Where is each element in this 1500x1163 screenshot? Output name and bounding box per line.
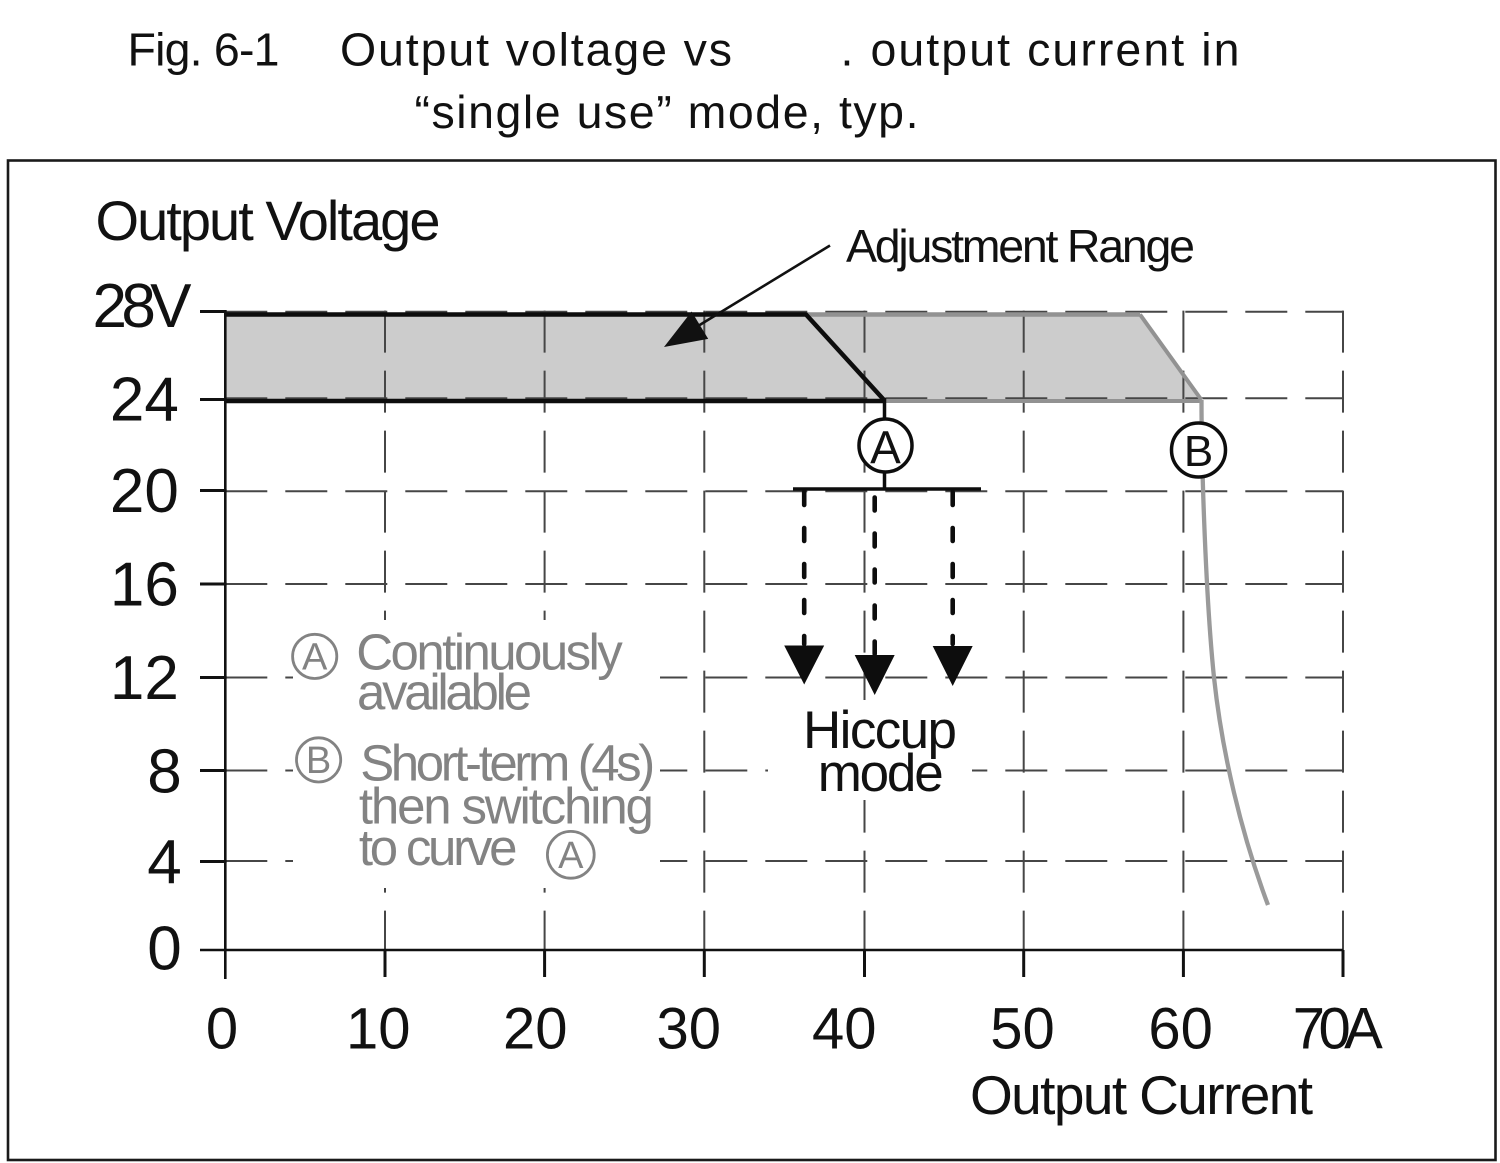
- svg-text:Output Voltage: Output Voltage: [96, 189, 441, 252]
- svg-text:Output voltage vs: Output voltage vs: [340, 24, 732, 76]
- svg-text:0: 0: [206, 997, 238, 1062]
- svg-text:mode: mode: [818, 744, 944, 803]
- svg-text:40: 40: [812, 997, 877, 1062]
- svg-text:Short-term (4s): Short-term (4s): [360, 735, 655, 792]
- svg-text:B: B: [306, 740, 331, 782]
- svg-text:B: B: [1184, 427, 1213, 476]
- svg-text:A: A: [302, 636, 328, 678]
- svg-text:8: 8: [147, 737, 181, 806]
- svg-text:24: 24: [110, 366, 179, 435]
- svg-text:20: 20: [503, 997, 568, 1062]
- svg-text:30: 30: [657, 997, 722, 1062]
- svg-text:60: 60: [1148, 997, 1213, 1062]
- svg-text:12: 12: [110, 644, 179, 713]
- svg-text:. output current in: . output current in: [841, 24, 1240, 76]
- svg-text:Hiccup: Hiccup: [803, 701, 957, 760]
- svg-text:to curve: to curve: [359, 819, 518, 876]
- svg-text:0: 0: [147, 915, 181, 984]
- svg-text:A: A: [870, 422, 901, 474]
- svg-text:10: 10: [346, 997, 411, 1062]
- svg-text:“single use” mode, typ.: “single use” mode, typ.: [415, 86, 919, 138]
- svg-text:28V: 28V: [93, 272, 193, 341]
- svg-text:20: 20: [110, 457, 179, 526]
- svg-text:70A: 70A: [1293, 997, 1383, 1062]
- svg-text:Continuously: Continuously: [356, 623, 623, 680]
- svg-text:16: 16: [110, 551, 179, 620]
- svg-text:available: available: [357, 664, 532, 721]
- svg-text:Fig. 6-1: Fig. 6-1: [128, 24, 280, 76]
- svg-text:50: 50: [990, 997, 1055, 1062]
- svg-text:then switching: then switching: [359, 778, 654, 835]
- svg-text:4: 4: [147, 828, 181, 897]
- svg-text:Adjustment Range: Adjustment Range: [846, 220, 1195, 272]
- svg-text:A: A: [558, 835, 584, 877]
- svg-text:Output Current: Output Current: [970, 1064, 1313, 1126]
